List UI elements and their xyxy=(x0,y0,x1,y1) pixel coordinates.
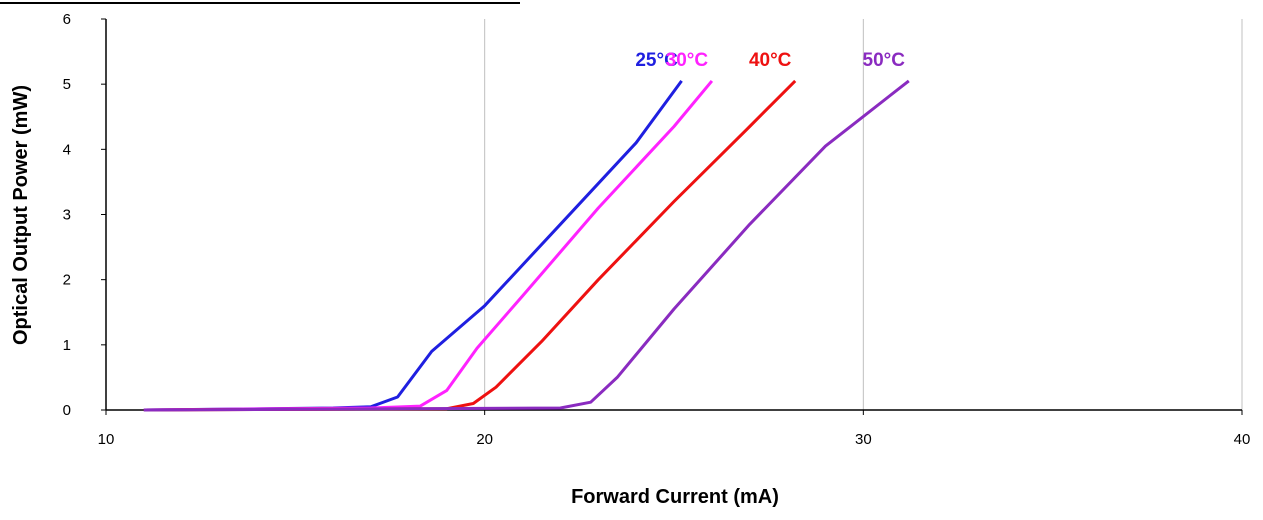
series-line-2 xyxy=(143,79,797,412)
y-tick-label: 4 xyxy=(63,141,71,158)
x-axis-title: Forward Current (mA) xyxy=(571,486,779,508)
series-label-2: 40°C xyxy=(749,50,792,71)
y-tick-label: 3 xyxy=(63,207,71,224)
grid-layer xyxy=(484,19,1243,410)
series-label-1: 30°C xyxy=(666,50,709,71)
series-line-1 xyxy=(143,79,714,412)
x-tick-label: 30 xyxy=(855,431,872,448)
labels-layer: 25°C30°C 40°C 50°C xyxy=(635,50,905,71)
series-layer xyxy=(143,79,910,412)
x-tick-label: 40 xyxy=(1234,431,1251,448)
y-tick-label: 2 xyxy=(63,272,71,289)
series-line-0 xyxy=(143,80,683,412)
axes-layer: 10 20 30 40 0 1 2 3 4 5 6 xyxy=(63,11,1251,448)
series-label-0: 25°C xyxy=(635,50,678,71)
x-tick-label: 10 xyxy=(98,431,115,448)
y-tick-label: 5 xyxy=(63,76,71,93)
y-axis-title: Optical Output Power (mW) xyxy=(10,85,32,345)
y-tick-label: 1 xyxy=(63,337,71,354)
series-label-3: 50°C xyxy=(863,50,906,71)
x-tick-label: 20 xyxy=(476,431,493,448)
series-line-3 xyxy=(143,79,910,412)
y-tick-label: 0 xyxy=(63,402,71,419)
y-tick-label: 6 xyxy=(63,11,71,28)
